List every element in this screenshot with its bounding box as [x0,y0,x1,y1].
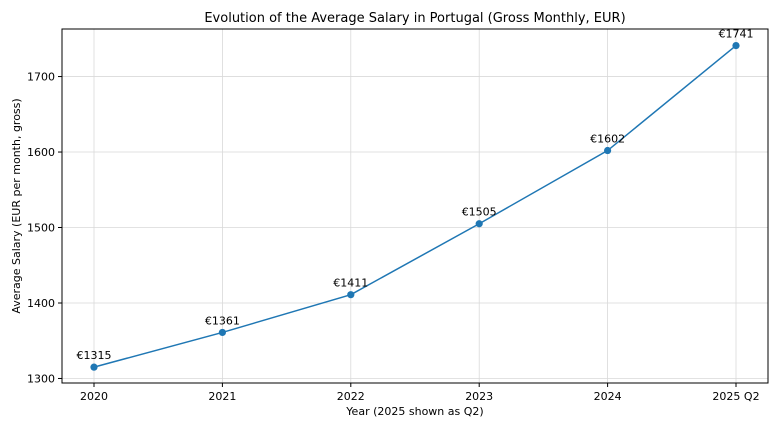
data-label: €1315 [77,349,112,362]
y-tick-label: 1700 [27,71,55,84]
data-label: €1505 [462,206,497,219]
data-point [218,328,226,337]
data-point [604,146,612,155]
data-label: €1361 [205,314,240,327]
data-label: €1741 [719,28,754,41]
data-point [90,363,98,371]
data-point [475,220,483,228]
x-axis-label: Year (2025 shown as Q2) [345,405,483,418]
axes: 2020 2021 2022 2023 2024 2025 Q2 1300 1400 1500 1… [27,28,769,403]
data-label: €1602 [590,133,625,146]
series: €1315 €1361 €1411 €1505 €1602 €1741 [77,28,754,371]
grid [62,29,768,383]
series-line [93,45,737,368]
x-tick-label: 2020 [80,390,108,403]
plot-frame [61,28,769,384]
y-tick-label: 1300 [27,372,55,385]
data-point [732,42,740,50]
x-tick-label: 2025 Q2 [712,390,759,403]
y-tick-label: 1600 [27,146,55,159]
x-tick-label: 2021 [208,390,236,403]
y-tick-label: 1500 [27,222,55,235]
data-point [347,291,355,299]
x-tick-label: 2023 [465,390,493,403]
y-axis-label: Average Salary (EUR per month, gross) [10,98,23,313]
chart-title: Evolution of the Average Salary in Portu… [204,11,625,26]
y-tick-label: 1400 [27,297,55,310]
data-label: €1411 [333,277,368,290]
x-tick-label: 2024 [594,390,622,403]
x-tick-label: 2022 [337,390,365,403]
